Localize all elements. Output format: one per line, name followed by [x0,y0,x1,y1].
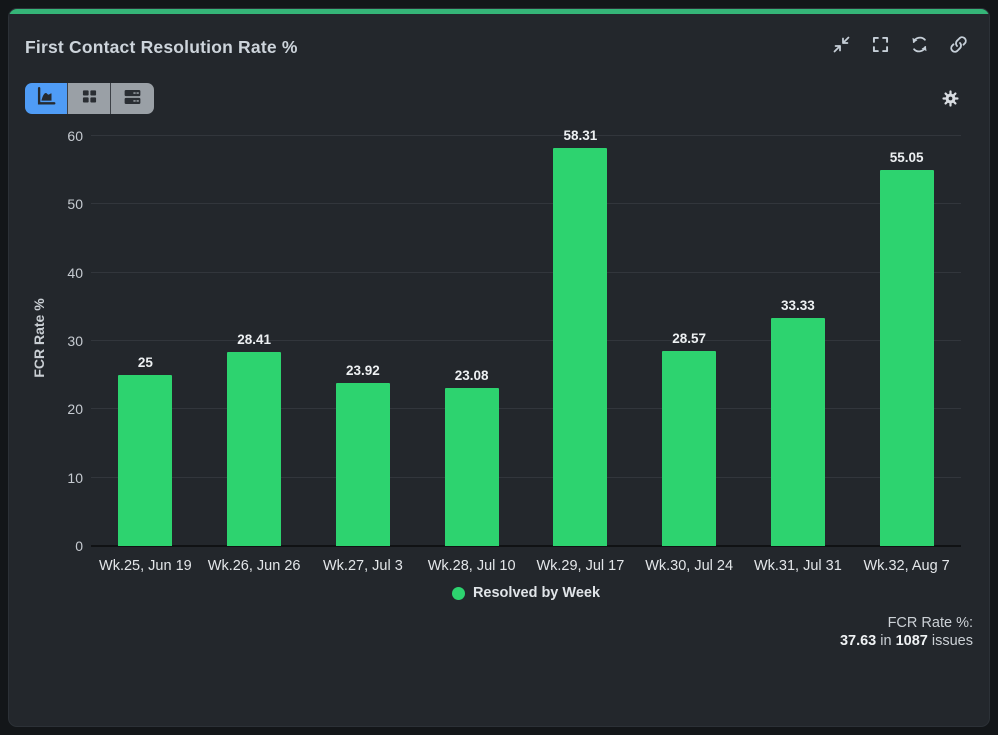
fullscreen-button[interactable] [869,36,891,58]
y-tick-label: 60 [67,128,83,144]
table-icon [79,86,100,112]
summary-count: 1087 [895,632,928,649]
gear-icon [941,90,960,112]
bar-cell: 28.57 [635,121,744,546]
x-tick-label: Wk.26, Jun 26 [207,558,301,574]
bar-cell: 33.33 [744,121,853,546]
x-axis-labels: Wk.25, Jun 19 Wk.26, Jun 26 Wk.27, Jul 3 Wk… [91,558,961,578]
fullscreen-icon [870,34,891,60]
bar[interactable] [553,147,608,546]
widget-card: First Contact Resolution Rate % [8,8,990,727]
summary-rate: 37.63 [839,632,877,649]
gridline [91,476,961,478]
gridline [91,271,961,273]
y-tick-label: 20 [67,401,83,418]
bar-value-label: 23.08 [454,368,489,384]
bar-chart-view-button[interactable] [25,83,68,114]
refresh-icon [909,34,930,60]
bar-cell: 58.31 [526,121,635,546]
bar-chart: FCR Rate % 0 10 20 30 40 50 60 25 28.41 23.92 23.… [9,121,989,581]
bar-cell: 25 [91,121,200,546]
settings-button[interactable] [941,89,961,109]
x-tick-label: Wk.31, Jul 31 [753,558,842,574]
refresh-button[interactable] [908,36,930,58]
y-tick-label: 30 [67,333,83,349]
bar[interactable] [227,351,282,546]
bar-value-label: 28.41 [237,331,272,347]
x-tick-label: Wk.27, Jul 3 [322,558,403,574]
bar-value-label: 33.33 [780,298,815,314]
x-tick-label: Wk.28, Jul 10 [427,558,516,574]
legend-item[interactable]: Resolved by Week [91,585,961,601]
bar[interactable] [770,318,825,546]
gridline [91,135,961,136]
plot-area: 25 28.41 23.92 23.08 58.31 28.57 33.33 55.05 [91,121,961,547]
link-icon [948,34,969,60]
table-view-button[interactable] [68,83,111,114]
bar-value-label: 23.92 [345,362,380,378]
bar[interactable] [662,350,717,546]
summary-label: FCR Rate %: [887,615,973,631]
y-tick-label: 0 [75,538,83,554]
gridline [91,203,961,205]
bar-value-label: 55.05 [889,149,924,165]
bar-value-label: 28.57 [672,330,707,346]
link-button[interactable] [947,36,969,58]
x-tick-label: Wk.30, Jul 24 [645,558,734,574]
legend-dot [451,586,465,600]
view-toolbar [25,83,154,114]
minimize-icon [831,34,852,60]
gridline [91,408,961,410]
bar-value-label: 58.31 [563,127,598,143]
y-axis-ticks: 0 10 20 30 40 50 60 [39,121,83,554]
x-axis-line [91,545,961,547]
summary-stats: FCR Rate %: 37.63 in 1087 issues [840,615,973,650]
bar-cell: 23.08 [417,121,526,546]
widget-title: First Contact Resolution Rate % [25,37,298,57]
x-tick-label: Wk.25, Jun 19 [99,558,192,574]
bar-cell: 23.92 [309,121,418,546]
gridline [91,340,961,341]
accent-bar [9,9,989,14]
bar-value-label: 25 [137,355,153,371]
bar[interactable] [118,375,173,546]
bar-cell: 28.41 [200,121,309,546]
y-tick-label: 40 [67,264,83,281]
y-tick-label: 50 [67,196,83,213]
rows-view-button[interactable] [111,83,154,114]
summary-values: 37.63 in 1087 issues [839,632,973,649]
x-tick-label: Wk.29, Jul 17 [536,558,625,574]
bar-chart-icon [35,85,57,112]
rows-icon [122,86,143,112]
minimize-button[interactable] [830,36,852,58]
y-tick-label: 10 [67,469,83,486]
bar[interactable] [879,169,934,546]
header-actions [830,36,969,58]
x-tick-label: Wk.32, Aug 7 [863,558,950,574]
bar[interactable] [335,382,390,546]
bar-cell: 55.05 [852,121,961,546]
bar[interactable] [444,388,499,546]
legend-label: Resolved by Week [472,585,601,601]
view-switcher [25,83,154,114]
